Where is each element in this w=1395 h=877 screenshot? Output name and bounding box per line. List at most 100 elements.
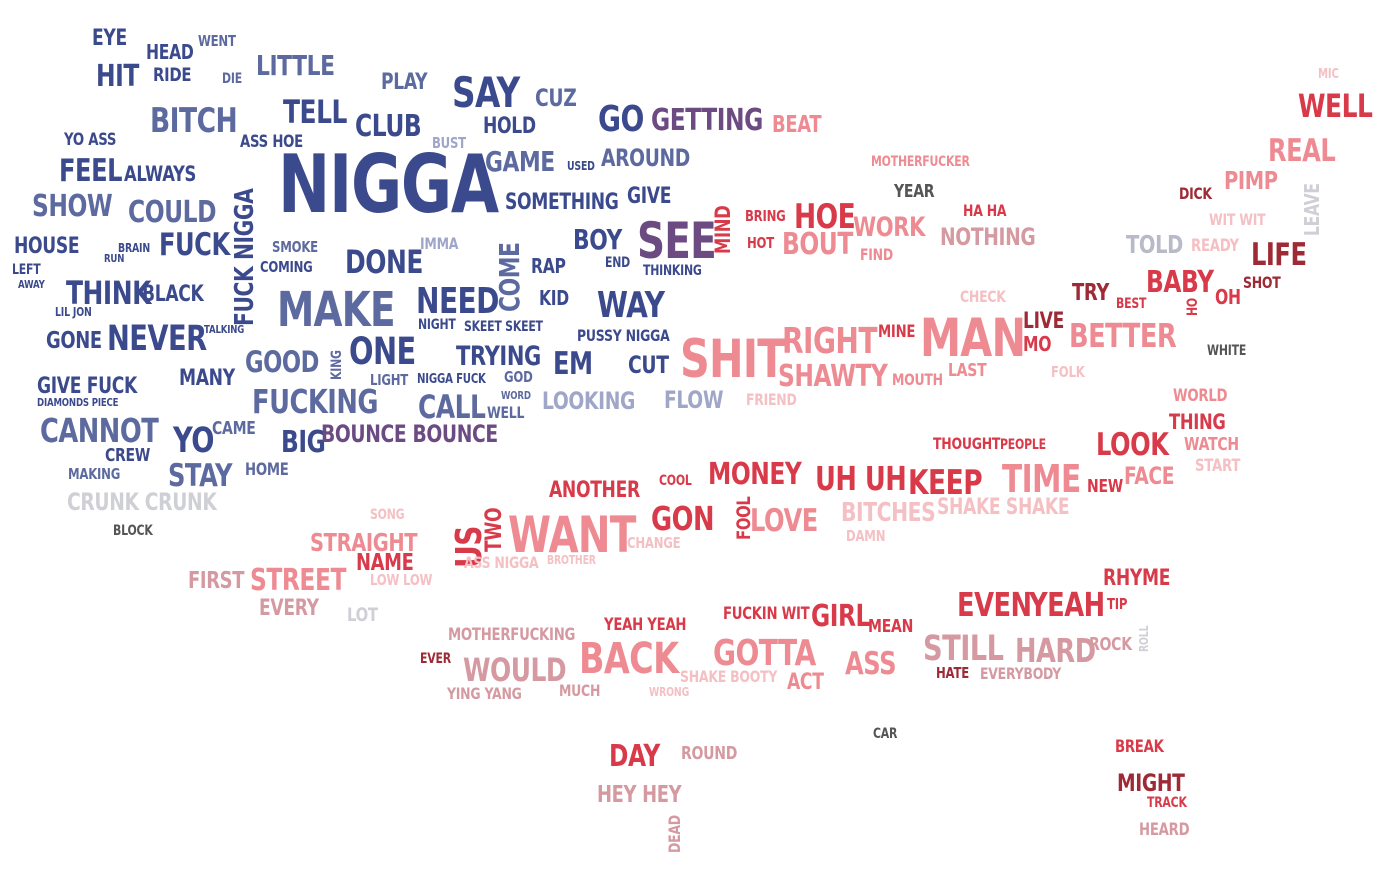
cloud-word: HOLD xyxy=(483,114,536,139)
cloud-word: BOUNCE BOUNCE xyxy=(321,420,498,448)
cloud-word: HO xyxy=(1185,298,1201,316)
cloud-word: LITTLE xyxy=(256,49,335,82)
cloud-word: PLAY xyxy=(381,70,428,95)
cloud-word: WORLD xyxy=(1173,386,1228,406)
cloud-word: BREAK xyxy=(1115,737,1164,757)
cloud-word: WRONG xyxy=(649,685,690,699)
cloud-word: WATCH xyxy=(1184,434,1239,455)
cloud-word: SHOW xyxy=(32,189,113,224)
cloud-word: YEAH YEAH xyxy=(604,615,687,635)
cloud-word: GIVE xyxy=(627,184,672,209)
cloud-word: SEE xyxy=(637,212,717,270)
cloud-word: BRING xyxy=(745,207,786,225)
cloud-word: WIT WIT xyxy=(1209,210,1266,229)
cloud-word: BOY xyxy=(573,223,622,256)
cloud-word: YO xyxy=(173,421,214,461)
cloud-word: WELL xyxy=(487,403,525,422)
cloud-word: SHAKE SHAKE xyxy=(937,495,1070,520)
cloud-word: NEVER xyxy=(107,319,207,359)
cloud-word: FEEL xyxy=(59,153,123,189)
cloud-word: MAKING xyxy=(68,465,121,483)
cloud-word: WOULD xyxy=(463,651,567,689)
cloud-word: CRUNK CRUNK xyxy=(67,488,217,516)
cloud-word: BEAT xyxy=(772,112,822,138)
cloud-word: WAY xyxy=(597,285,665,326)
cloud-word: BOUT xyxy=(782,227,853,262)
cloud-word: SONG xyxy=(370,507,405,523)
cloud-word: ROLL xyxy=(1137,625,1151,652)
cloud-word: RHYME xyxy=(1103,566,1171,591)
cloud-word: NIGGA xyxy=(278,138,499,231)
cloud-word: KID xyxy=(539,286,569,310)
cloud-word: LOVE xyxy=(750,503,818,539)
cloud-word: MOTHERFUCKING xyxy=(448,625,576,645)
cloud-word: STREET xyxy=(250,563,346,598)
cloud-word: SOMETHING xyxy=(505,190,619,215)
cloud-word: PUSSY NIGGA xyxy=(577,326,670,345)
cloud-word: SHAWTY xyxy=(778,359,888,394)
cloud-word: DEAD xyxy=(665,815,684,853)
cloud-word: THINK xyxy=(66,274,151,312)
cloud-word: LEAVE xyxy=(1300,183,1324,236)
cloud-word: STRAIGHT xyxy=(310,528,418,557)
cloud-word: BITCH xyxy=(150,101,238,141)
cloud-word: HARD xyxy=(1015,631,1096,670)
cloud-word: GOOD xyxy=(245,345,320,379)
cloud-word: MAN xyxy=(920,308,1026,369)
cloud-word: HEY HEY xyxy=(597,782,682,808)
cloud-word: EVERYBODY xyxy=(980,664,1062,683)
cloud-word: TIP xyxy=(1107,595,1128,613)
cloud-word: MO xyxy=(1023,332,1052,356)
cloud-word: COMING xyxy=(260,258,313,276)
cloud-word: EVEN xyxy=(957,585,1032,624)
cloud-word: MANY xyxy=(179,366,235,391)
cloud-word: KEEP xyxy=(908,463,983,503)
cloud-word: BACK xyxy=(579,634,679,684)
cloud-word: START xyxy=(1195,456,1241,476)
cloud-word: CALL xyxy=(418,388,486,426)
cloud-word: CLUB xyxy=(355,109,422,144)
cloud-word: UH UH xyxy=(815,459,907,498)
cloud-word: ASS xyxy=(845,646,897,682)
cloud-word: BROTHER xyxy=(547,553,596,567)
cloud-word: TIME xyxy=(1002,457,1081,501)
cloud-word: AWAY xyxy=(18,278,45,291)
cloud-word: GONE xyxy=(46,328,102,354)
cloud-word: NAME xyxy=(356,550,414,576)
cloud-word: WHITE xyxy=(1207,343,1247,359)
cloud-word: LOW LOW xyxy=(370,571,433,589)
cloud-word: NIGGA FUCK xyxy=(417,372,486,387)
cloud-word: SKEET SKEET xyxy=(464,319,543,335)
cloud-word: CANNOT xyxy=(40,411,159,450)
cloud-word: CREW xyxy=(105,445,151,466)
cloud-word: PEOPLE xyxy=(1000,437,1046,453)
cloud-word: GOTTA xyxy=(713,633,816,674)
cloud-word: NEED xyxy=(416,281,499,322)
cloud-word: MIGHT xyxy=(1117,769,1185,797)
cloud-word: BUST xyxy=(432,134,466,152)
cloud-word: EM xyxy=(553,346,593,382)
cloud-word: BETTER xyxy=(1069,316,1177,355)
cloud-word: CHANGE xyxy=(627,534,681,552)
cloud-word: OH xyxy=(1215,285,1241,309)
cloud-word: WORD xyxy=(501,389,531,402)
cloud-word: MINE xyxy=(878,322,916,342)
cloud-word: TWO xyxy=(482,507,507,552)
cloud-word: FUCKIN WIT xyxy=(723,604,810,624)
cloud-word: FIRST xyxy=(188,568,245,594)
cloud-word: IMMA xyxy=(420,234,459,253)
cloud-word: RIDE xyxy=(153,64,192,86)
cloud-word: DIAMONDS PIECE xyxy=(37,396,119,409)
cloud-word: EYE xyxy=(92,26,127,51)
cloud-word: FOLK xyxy=(1051,363,1085,381)
cloud-word: END xyxy=(605,255,631,271)
cloud-word: HA HA xyxy=(963,201,1007,220)
cloud-word: MAKE xyxy=(277,282,396,338)
cloud-word: ONE xyxy=(349,330,416,373)
cloud-word: CUT xyxy=(628,351,669,379)
cloud-word: TRYING xyxy=(456,341,541,372)
cloud-word: LIGHT xyxy=(370,371,409,389)
cloud-word: FUCKING xyxy=(252,382,378,421)
cloud-word: FIND xyxy=(860,245,893,264)
cloud-word: WENT xyxy=(198,32,236,50)
